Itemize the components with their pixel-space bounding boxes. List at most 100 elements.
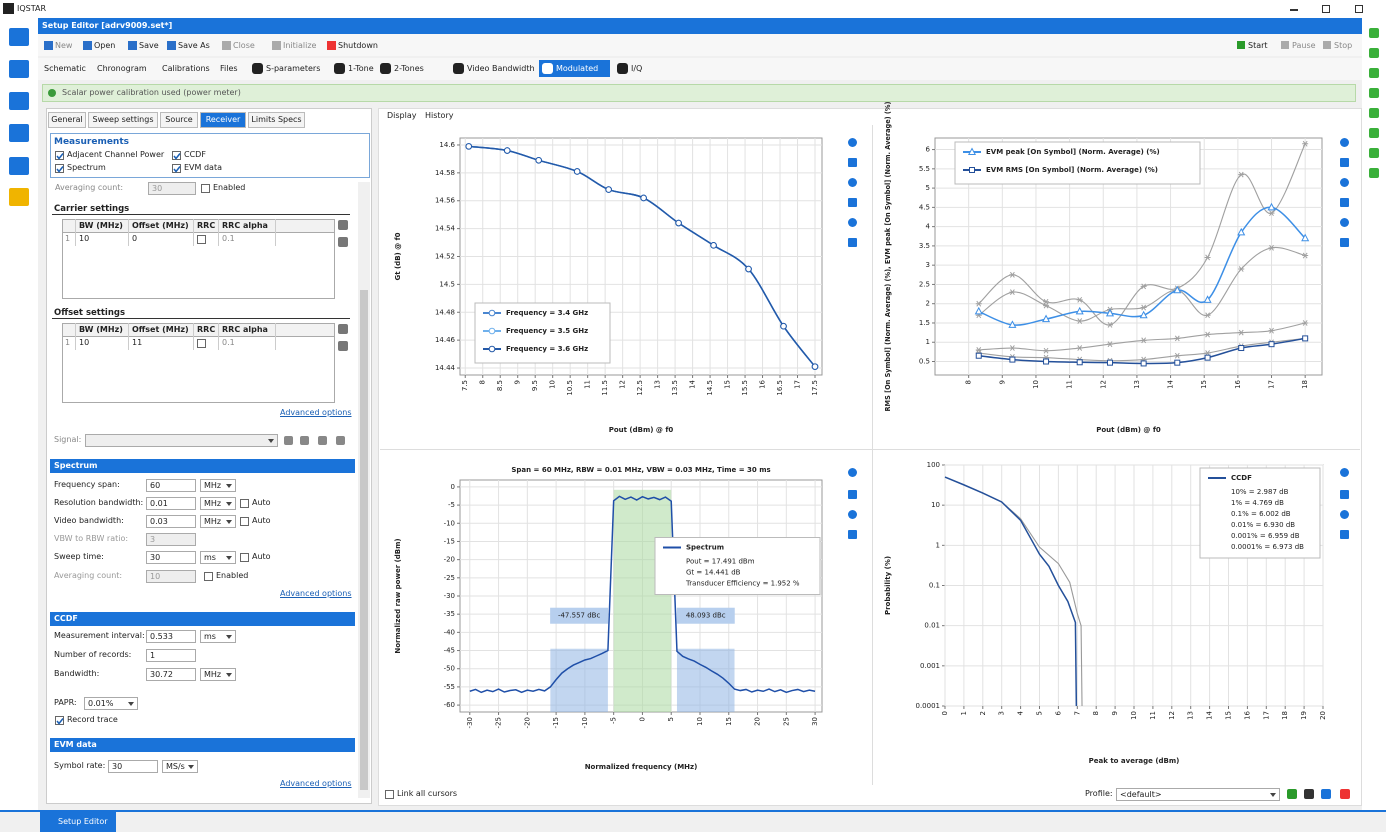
text-input[interactable]: 10 xyxy=(146,570,196,583)
panel-tab[interactable]: Receiver xyxy=(200,112,246,128)
checkbox[interactable] xyxy=(172,151,181,160)
dropdown[interactable]: ms xyxy=(200,630,236,643)
tool-button[interactable]: Initialize xyxy=(283,41,317,50)
sidebar-icon[interactable] xyxy=(9,188,29,206)
tool-button[interactable]: Save xyxy=(139,41,159,50)
tool-icon[interactable] xyxy=(222,41,231,50)
checkbox[interactable] xyxy=(201,184,210,193)
tool-button[interactable]: New xyxy=(55,41,73,50)
link[interactable]: Advanced options xyxy=(280,408,352,417)
text-input[interactable]: 3 xyxy=(146,533,196,546)
side-icon[interactable] xyxy=(1369,108,1379,118)
checkbox[interactable] xyxy=(55,151,64,160)
profile-icon[interactable] xyxy=(1287,789,1297,799)
dropdown[interactable]: <default> xyxy=(1116,788,1280,801)
side-icon[interactable] xyxy=(1369,128,1379,138)
side-icon[interactable] xyxy=(1369,168,1379,178)
dropdown[interactable]: 0.01% xyxy=(84,697,138,710)
text-input[interactable]: 0.01 xyxy=(146,497,196,510)
view-tab[interactable]: History xyxy=(425,111,454,120)
side-icon[interactable] xyxy=(1369,48,1379,58)
tab[interactable]: 1-Tone xyxy=(348,64,374,73)
text-input[interactable]: 30 xyxy=(148,182,196,195)
side-icon[interactable] xyxy=(1369,88,1379,98)
dropdown[interactable]: ms xyxy=(200,551,236,564)
run-icon[interactable] xyxy=(1237,41,1245,49)
checkbox[interactable] xyxy=(55,716,64,725)
tool-button[interactable]: Close xyxy=(233,41,255,50)
window-control[interactable] xyxy=(1322,5,1330,13)
tab[interactable]: Video Bandwidth xyxy=(467,64,535,73)
text-input[interactable]: 1 xyxy=(146,649,196,662)
panel-tab[interactable]: Sweep settings xyxy=(88,112,158,128)
sidebar-icon[interactable] xyxy=(9,124,29,142)
side-icon[interactable] xyxy=(1369,148,1379,158)
signal-icon[interactable] xyxy=(300,436,309,445)
text-input[interactable]: 30.72 xyxy=(146,668,196,681)
remove-button[interactable] xyxy=(338,237,348,247)
tab[interactable]: Calibrations xyxy=(162,64,210,73)
window-control[interactable] xyxy=(1290,8,1298,11)
side-icon[interactable] xyxy=(1369,28,1379,38)
signal-icon[interactable] xyxy=(336,436,345,445)
side-icon[interactable] xyxy=(1369,68,1379,78)
tool-icon[interactable] xyxy=(167,41,176,50)
view-tab[interactable]: Display xyxy=(387,111,417,120)
tool-icon[interactable] xyxy=(44,41,53,50)
window-control[interactable] xyxy=(1355,5,1363,13)
checkbox[interactable] xyxy=(197,339,206,348)
tool-button[interactable]: Open xyxy=(94,41,116,50)
checkbox[interactable] xyxy=(240,499,249,508)
dropdown[interactable] xyxy=(85,434,278,447)
link[interactable]: Advanced options xyxy=(280,589,352,598)
panel-tab[interactable]: General xyxy=(48,112,86,128)
dropdown[interactable]: MHz xyxy=(200,479,236,492)
tool-button[interactable]: Shutdown xyxy=(338,41,378,50)
checkbox[interactable] xyxy=(240,517,249,526)
dropdown[interactable]: MHz xyxy=(200,668,236,681)
checkbox[interactable] xyxy=(385,790,394,799)
link[interactable]: Advanced options xyxy=(280,779,352,788)
run-icon[interactable] xyxy=(1323,41,1331,49)
dropdown[interactable]: MHz xyxy=(200,497,236,510)
remove-button[interactable] xyxy=(338,341,348,351)
run-icon[interactable] xyxy=(1281,41,1289,49)
dropdown[interactable]: MHz xyxy=(200,515,236,528)
run-button[interactable]: Stop xyxy=(1334,41,1353,50)
run-button[interactable]: Start xyxy=(1248,41,1268,50)
text-input[interactable]: 30 xyxy=(146,551,196,564)
tab[interactable]: S-parameters xyxy=(266,64,321,73)
sidebar-icon[interactable] xyxy=(9,92,29,110)
checkbox[interactable] xyxy=(172,164,181,173)
tool-icon[interactable] xyxy=(272,41,281,50)
signal-icon[interactable] xyxy=(284,436,293,445)
sidebar-icon[interactable] xyxy=(9,28,29,46)
panel-tab[interactable]: Limits Specs xyxy=(248,112,305,128)
dropdown[interactable]: MS/s xyxy=(162,760,198,773)
panel-tab[interactable]: Source xyxy=(160,112,198,128)
tab[interactable]: Schematic xyxy=(44,64,86,73)
checkbox[interactable] xyxy=(197,235,206,244)
tool-icon[interactable] xyxy=(83,41,92,50)
tab[interactable]: I/Q xyxy=(631,64,643,73)
signal-icon[interactable] xyxy=(318,436,327,445)
text-input[interactable]: 30 xyxy=(108,760,158,773)
checkbox[interactable] xyxy=(204,572,213,581)
tab[interactable]: 2-Tones xyxy=(394,64,424,73)
profile-icon[interactable] xyxy=(1340,789,1350,799)
text-input[interactable]: 0.03 xyxy=(146,515,196,528)
checkbox[interactable] xyxy=(240,553,249,562)
add-button[interactable] xyxy=(338,220,348,230)
checkbox[interactable] xyxy=(55,164,64,173)
sidebar-icon[interactable] xyxy=(9,157,29,175)
profile-icon[interactable] xyxy=(1321,789,1331,799)
tool-icon[interactable] xyxy=(327,41,336,50)
tab[interactable]: Files xyxy=(220,64,238,73)
text-input[interactable]: 60 xyxy=(146,479,196,492)
sidebar-icon[interactable] xyxy=(9,60,29,78)
text-input[interactable]: 0.533 xyxy=(146,630,196,643)
tab[interactable]: Modulated xyxy=(556,64,599,73)
add-button[interactable] xyxy=(338,324,348,334)
tool-icon[interactable] xyxy=(128,41,137,50)
scroll-thumb[interactable] xyxy=(360,290,368,790)
